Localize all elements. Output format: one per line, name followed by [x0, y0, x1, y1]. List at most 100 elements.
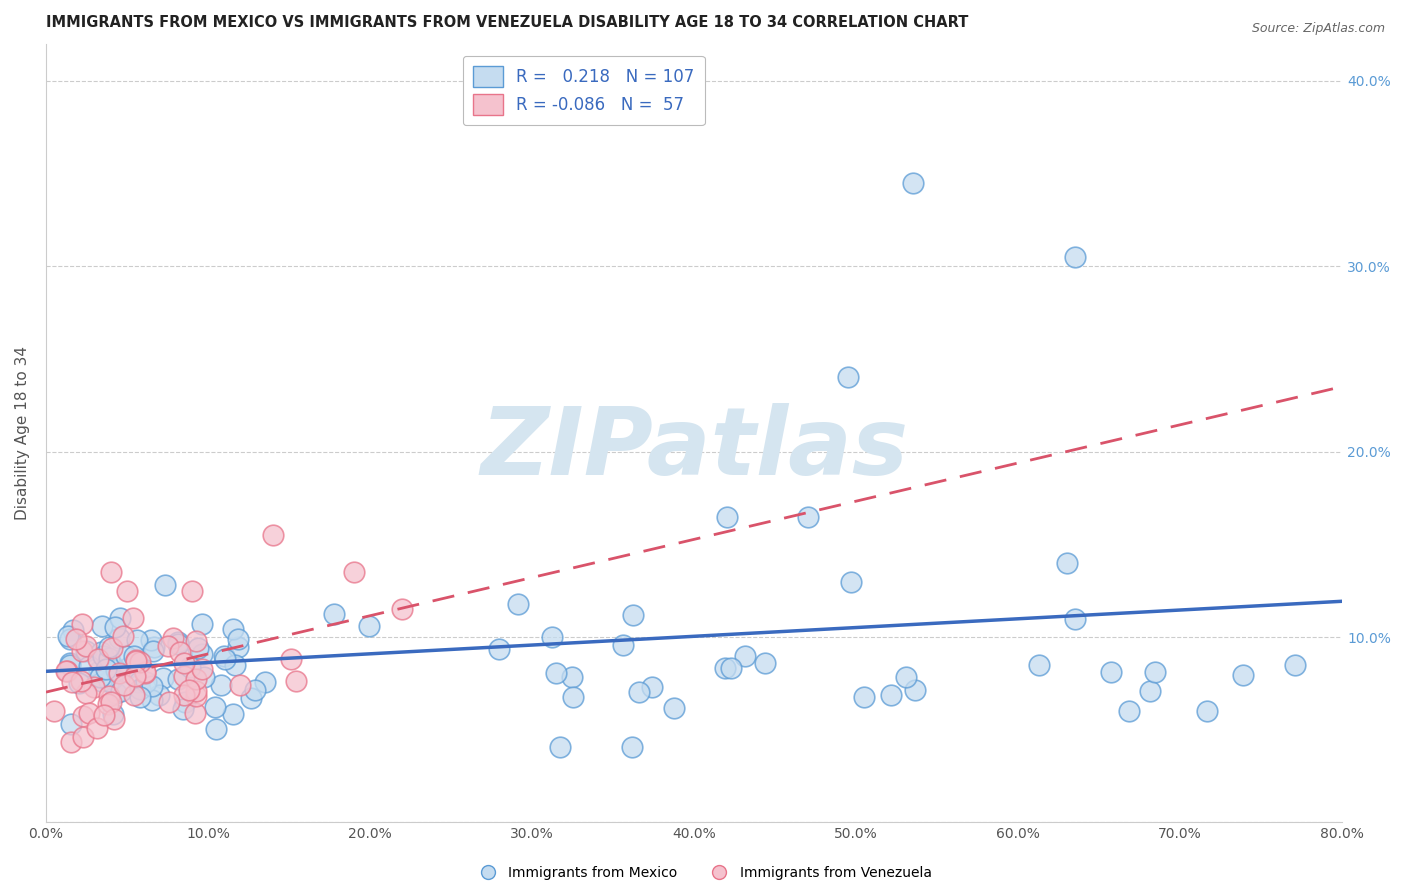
Point — [173, 688, 195, 702]
Point — [124, 669, 146, 683]
Point — [108, 665, 131, 680]
Point — [139, 632, 162, 647]
Point — [716, 509, 738, 524]
Point — [796, 509, 818, 524]
Point — [612, 638, 634, 652]
Point — [562, 690, 585, 704]
Point — [141, 679, 163, 693]
Point — [204, 699, 226, 714]
Point — [75, 639, 97, 653]
Point — [221, 622, 243, 636]
Point — [157, 639, 180, 653]
Point — [56, 665, 79, 679]
Point — [262, 528, 284, 542]
Point — [852, 690, 875, 704]
Point — [62, 624, 84, 638]
Point — [91, 648, 114, 663]
Point — [101, 658, 124, 673]
Point — [127, 656, 149, 670]
Point — [94, 662, 117, 676]
Point — [193, 670, 215, 684]
Point — [101, 641, 124, 656]
Point — [167, 635, 190, 649]
Point — [89, 664, 111, 678]
Point — [173, 695, 195, 709]
Point — [1099, 665, 1122, 680]
Point — [59, 632, 82, 646]
Point — [184, 706, 207, 720]
Point — [322, 607, 344, 621]
Point — [115, 583, 138, 598]
Point — [621, 607, 644, 622]
Point — [44, 704, 66, 718]
Point — [173, 656, 195, 670]
Point — [98, 689, 121, 703]
Point — [103, 620, 125, 634]
Point — [191, 648, 214, 662]
Point — [243, 683, 266, 698]
Point — [254, 675, 277, 690]
Point — [212, 649, 235, 664]
Point — [173, 669, 195, 683]
Point — [75, 686, 97, 700]
Point — [129, 681, 152, 696]
Point — [70, 644, 93, 658]
Point — [148, 689, 170, 703]
Point — [114, 649, 136, 664]
Point — [100, 695, 122, 709]
Point — [60, 674, 83, 689]
Point — [70, 616, 93, 631]
Point — [1056, 556, 1078, 570]
Legend: Immigrants from Mexico, Immigrants from Venezuela: Immigrants from Mexico, Immigrants from … — [468, 860, 938, 885]
Point — [90, 673, 112, 688]
Point — [122, 688, 145, 702]
Point — [134, 666, 156, 681]
Point — [184, 684, 207, 698]
Point — [100, 565, 122, 579]
Point — [540, 630, 562, 644]
Point — [97, 640, 120, 654]
Point — [153, 578, 176, 592]
Point — [734, 649, 756, 664]
Point — [125, 654, 148, 668]
Legend: R =   0.218   N = 107, R = -0.086   N =  57: R = 0.218 N = 107, R = -0.086 N = 57 — [463, 56, 704, 126]
Y-axis label: Disability Age 18 to 34: Disability Age 18 to 34 — [15, 346, 30, 520]
Point — [191, 617, 214, 632]
Point — [169, 645, 191, 659]
Point — [75, 644, 97, 658]
Point — [839, 575, 862, 590]
Point — [214, 651, 236, 665]
Point — [55, 664, 77, 678]
Point — [135, 674, 157, 689]
Point — [104, 685, 127, 699]
Point — [101, 706, 124, 721]
Point — [1232, 668, 1254, 682]
Point — [186, 634, 208, 648]
Point — [162, 632, 184, 646]
Point — [167, 672, 190, 686]
Point — [65, 632, 87, 646]
Point — [167, 637, 190, 651]
Point — [880, 688, 903, 702]
Point — [620, 739, 643, 754]
Point — [177, 682, 200, 697]
Point — [104, 663, 127, 677]
Point — [226, 640, 249, 654]
Point — [179, 660, 201, 674]
Point — [222, 706, 245, 721]
Point — [97, 697, 120, 711]
Point — [343, 565, 366, 579]
Point — [70, 673, 93, 688]
Point — [359, 619, 381, 633]
Point — [143, 640, 166, 655]
Point — [172, 702, 194, 716]
Point — [1284, 657, 1306, 672]
Point — [142, 644, 165, 658]
Point — [209, 678, 232, 692]
Point — [548, 740, 571, 755]
Point — [86, 721, 108, 735]
Point — [125, 633, 148, 648]
Point — [641, 680, 664, 694]
Point — [97, 650, 120, 665]
Point — [118, 660, 141, 674]
